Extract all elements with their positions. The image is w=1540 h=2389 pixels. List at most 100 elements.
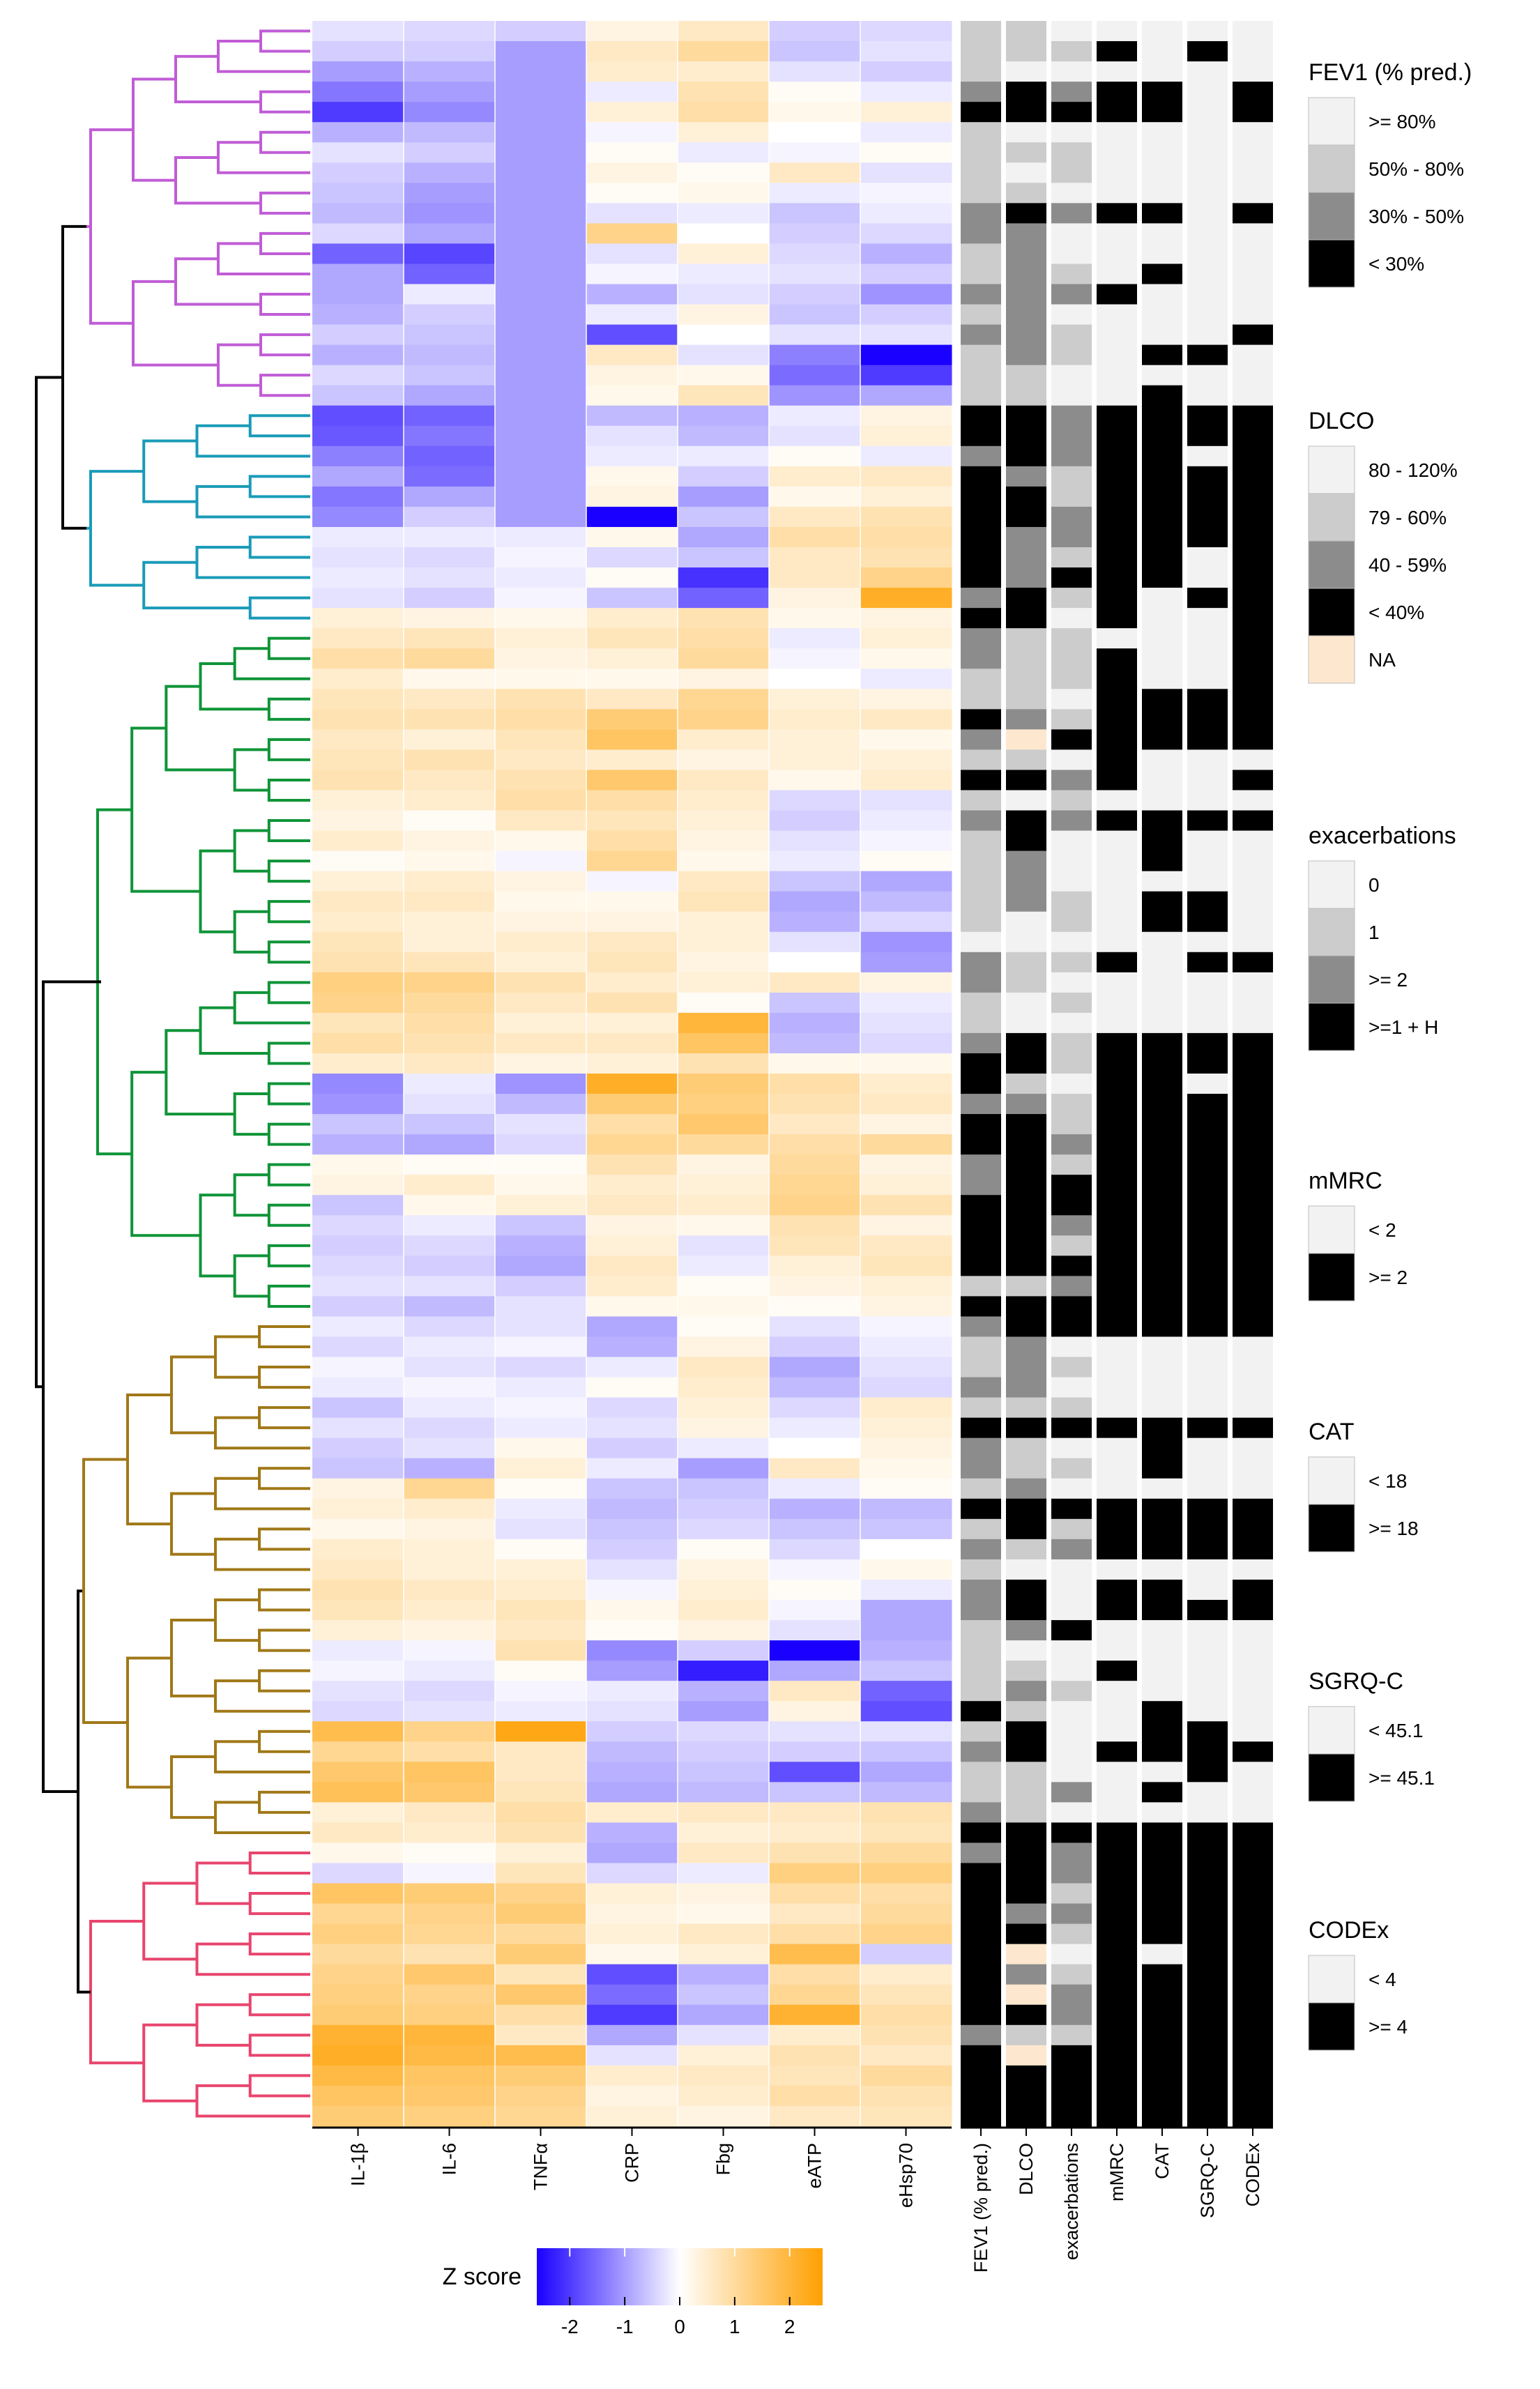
clinical-cell [1006,1094,1046,1115]
clinical-cell [1233,1478,1273,1499]
heat-cell [769,1518,861,1540]
heat-cell [860,1944,952,1965]
clinical-cell [1187,102,1228,123]
heat-cell [678,1114,770,1135]
heat-cell [312,526,404,548]
clinical-cell [1142,162,1182,183]
heat-cell [586,1397,678,1419]
legend-key [1308,239,1355,288]
clinical-cell [1142,1397,1182,1419]
clinical-cell [1233,2004,1273,2026]
clinical-cell [1097,1701,1137,1722]
heat-cell [860,628,952,649]
clinical-cell [961,952,1001,973]
heat-cell [404,61,496,82]
heat-cell [769,1620,861,1641]
clinical-cell [1142,1032,1182,1054]
heat-cell [769,2024,861,2046]
clinical-cell [1006,466,1046,487]
heat-cell [586,142,678,163]
heat-cell [312,729,404,750]
colorbar-tick-label: -2 [561,2316,579,2337]
legend-key [1308,908,1355,956]
heat-cell [586,628,678,649]
clinical-cell [1097,41,1137,62]
clinical-cell [1142,1782,1182,1803]
heat-cell [495,1134,587,1155]
clinical-cell [1097,810,1137,832]
heat-cell [586,304,678,326]
heat-cell [495,1437,587,1459]
clinical-cell [1006,1822,1046,1843]
clinical-cell [961,1903,1001,1925]
heat-cell [312,284,404,305]
clinical-cell [1097,689,1137,710]
heat-cell [586,1478,678,1499]
clinical-cell [1142,1316,1182,1337]
heat-cell [404,466,496,487]
clinical-cell [1097,1215,1137,1236]
heat-cell [586,1964,678,1985]
clinical-cell [1097,1559,1137,1580]
biomarker-label: IL-1β [348,2143,369,2186]
clinical-cell [1006,243,1046,264]
heat-cell [404,1944,496,1965]
heat-cell [678,1032,770,1054]
clinical-cell [1051,628,1092,649]
clinical-cell [1097,1377,1137,1398]
heat-cell [312,588,404,609]
heat-cell [769,709,861,730]
clinical-cell [1097,1357,1137,1378]
clinical-cell [1187,1822,1228,1843]
clinical-cell [1233,1539,1273,1560]
clinical-cell [1142,223,1182,244]
heat-cell [404,669,496,689]
clinical-cell [961,1235,1001,1256]
heat-cell [404,425,496,447]
clinical-cell [1006,729,1046,750]
clinical-cell [1233,1701,1273,1722]
heat-cell [860,142,952,163]
heat-cell [860,344,952,366]
heat-cell [678,669,770,689]
heat-cell [495,1377,587,1398]
heat-cell [586,1802,678,1823]
clinical-cell [1187,466,1228,487]
legend-key [1308,635,1355,684]
heat-cell [495,547,587,568]
clinical-cell [1187,1518,1228,1540]
heat-cell [495,1074,587,1094]
heat-cell [312,1417,404,1439]
clinical-cell [1051,102,1092,123]
clinical-cell [1051,931,1092,953]
clinical-cell [1187,203,1228,224]
clinical-cell [1006,486,1046,507]
heat-cell [678,1883,770,1905]
clinical-cell [1187,972,1228,993]
clinical-cell [1006,102,1046,123]
heat-cell [495,1397,587,1419]
heat-cell [495,1215,587,1236]
clinical-cell [1142,790,1182,811]
heat-cell [769,891,861,913]
dendrogram-branch [35,376,63,1389]
heat-cell [769,61,861,82]
heat-cell [495,1822,587,1843]
heat-cell [312,365,404,386]
heat-cell [769,2085,861,2107]
heat-cell [678,1721,770,1742]
heat-cell [586,669,678,689]
heat-cell [495,1681,587,1702]
heat-cell [586,1458,678,1479]
clinical-cell [1097,203,1137,224]
clinical-cell [961,1741,1001,1762]
heat-cell [769,102,861,123]
clinical-cell [1233,1863,1273,1884]
clinical-cell [1006,850,1046,872]
clinical-cell [1233,1782,1273,1803]
clinical-cell [1142,1458,1182,1479]
clinical-cell [961,1640,1001,1661]
heat-cell [769,2065,861,2086]
heat-cell [678,324,770,346]
clinical-cell [1006,1883,1046,1905]
